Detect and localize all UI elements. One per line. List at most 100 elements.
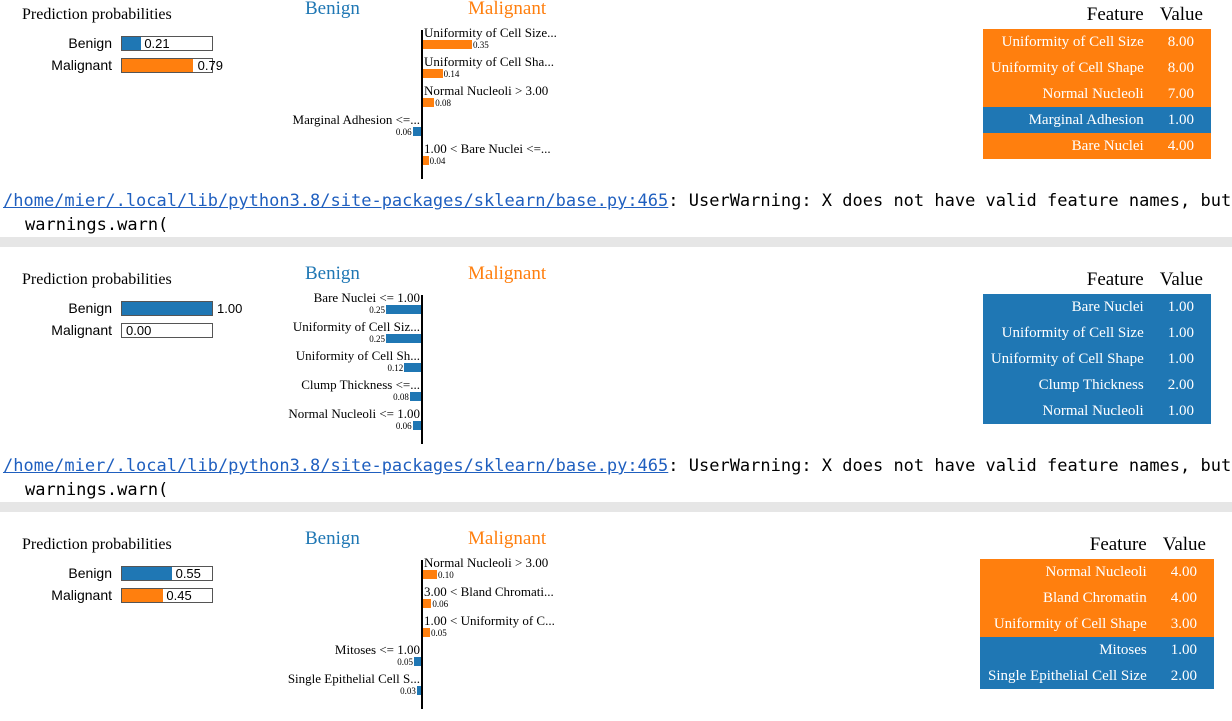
lime-explanation-1: Prediction probabilities Benign 0.21 Malign… bbox=[0, 0, 1232, 179]
negative-class-header: Benign bbox=[305, 0, 360, 19]
table-row: Bare Nuclei 1.00 bbox=[982, 294, 1211, 320]
feature-condition-label: Normal Nucleoli > 3.00 bbox=[424, 555, 549, 570]
feature-condition-label: 1.00 < Bare Nuclei <=... bbox=[424, 141, 551, 156]
feature-value-table: Feature Value Normal Nucleoli 4.00 Bland Chr… bbox=[980, 531, 1214, 689]
proba-label-malignant: Malignant bbox=[51, 322, 112, 338]
weights-axis bbox=[421, 560, 423, 709]
proba-label-malignant: Malignant bbox=[51, 57, 112, 73]
prediction-probabilities-title: Prediction probabilities bbox=[22, 536, 172, 553]
feature-weight-bar bbox=[423, 570, 437, 579]
prediction-probabilities-title: Prediction probabilities bbox=[22, 6, 172, 23]
feature-name-cell: Uniformity of Cell Shape bbox=[993, 615, 1147, 632]
feature-condition-label: Normal Nucleoli > 3.00 bbox=[424, 83, 549, 98]
feature-value-cell: 4.00 bbox=[1167, 137, 1194, 154]
proba-bar-fill bbox=[122, 589, 163, 602]
proba-bar-benign bbox=[121, 301, 213, 316]
feature-value-cell: 4.00 bbox=[1170, 589, 1197, 606]
weights-axis bbox=[421, 30, 423, 179]
proba-bar-fill bbox=[122, 37, 141, 50]
proba-label-benign: Benign bbox=[68, 35, 112, 51]
feature-condition-label: Marginal Adhesion <=... bbox=[292, 112, 420, 127]
warning-file-link[interactable]: /home/mier/.local/lib/python3.8/site-pac… bbox=[3, 191, 669, 211]
feature-value-cell: 1.00 bbox=[1167, 324, 1194, 341]
table-row: Clump Thickness 2.00 bbox=[982, 372, 1211, 398]
feature-weight-value: 0.04 bbox=[429, 156, 446, 166]
proba-label-benign: Benign bbox=[68, 300, 112, 316]
feature-name-cell: Normal Nucleoli bbox=[1045, 563, 1147, 580]
feature-weight-value: 0.08 bbox=[435, 98, 451, 108]
feature-weight-value: 0.14 bbox=[443, 69, 460, 79]
user-warning-1: /home/mier/.local/lib/python3.8/site-pac… bbox=[0, 183, 1232, 237]
warning-text: /home/mier/.local/lib/python3.8/site-pac… bbox=[3, 191, 1232, 211]
lime-explanation-3: Prediction probabilities Benign 0.55 Malign… bbox=[0, 528, 1232, 709]
table-header-row: Feature Value bbox=[983, 266, 1211, 294]
feature-weight-value: 0.25 bbox=[369, 334, 385, 344]
feature-weight-bar bbox=[423, 69, 443, 78]
proba-value: 0.79 bbox=[197, 58, 223, 73]
output-separator bbox=[0, 502, 1232, 512]
feature-weight-bar bbox=[423, 156, 429, 165]
feature-value-cell: 1.00 bbox=[1167, 402, 1194, 419]
feature-weight-value: 0.06 bbox=[395, 421, 412, 431]
feature-value-cell: 1.00 bbox=[1167, 298, 1194, 315]
table-row: Bland Chromatin 4.00 bbox=[980, 585, 1214, 611]
feature-condition-label: Normal Nucleoli <= 1.00 bbox=[288, 406, 420, 421]
table-header-row: Feature Value bbox=[980, 531, 1214, 559]
warning-call: warnings.warn( bbox=[25, 480, 169, 500]
warning-message: : UserWarning: X does not have valid fea… bbox=[668, 191, 1232, 211]
feature-name-cell: Uniformity of Cell Shape bbox=[990, 59, 1144, 76]
feature-weight-bar bbox=[414, 657, 421, 666]
value-column-header: Value bbox=[1159, 4, 1203, 25]
table-row: Normal Nucleoli 1.00 bbox=[982, 398, 1211, 424]
feature-name-cell: Bare Nuclei bbox=[1071, 298, 1144, 315]
table-row: Uniformity of Cell Shape 1.00 bbox=[982, 346, 1211, 372]
output-separator bbox=[0, 237, 1232, 247]
table-row: Single Epithelial Cell Size 2.00 bbox=[980, 663, 1214, 689]
feature-condition-label: Mitoses <= 1.00 bbox=[334, 642, 420, 657]
prediction-probabilities-title: Prediction probabilities bbox=[22, 271, 172, 288]
proba-bar-fill bbox=[122, 567, 172, 580]
proba-bar-benign bbox=[121, 36, 213, 51]
proba-value: 0.55 bbox=[175, 566, 201, 581]
proba-value: 0.21 bbox=[144, 36, 170, 51]
warning-file-link[interactable]: /home/mier/.local/lib/python3.8/site-pac… bbox=[3, 456, 669, 476]
table-row: Uniformity of Cell Shape 8.00 bbox=[982, 55, 1211, 81]
feature-weight-bar bbox=[409, 392, 421, 401]
feature-name-cell: Uniformity of Cell Size bbox=[1001, 324, 1144, 341]
proba-bar-benign bbox=[121, 566, 213, 581]
feature-weight-bar bbox=[404, 363, 421, 372]
feature-name-cell: Bland Chromatin bbox=[1042, 589, 1147, 606]
feature-weight-bar bbox=[386, 305, 421, 314]
positive-class-header: Malignant bbox=[468, 528, 547, 549]
feature-condition-label: Uniformity of Cell Siz... bbox=[292, 319, 420, 334]
feature-weight-value: 0.10 bbox=[438, 570, 454, 580]
feature-weight-value: 0.35 bbox=[473, 40, 489, 50]
feature-condition-label: Single Epithelial Cell S... bbox=[287, 671, 420, 686]
feature-condition-label: Uniformity of Cell Size... bbox=[424, 25, 557, 40]
table-row: Marginal Adhesion 1.00 bbox=[982, 107, 1211, 133]
feature-name-cell: Uniformity of Cell Size bbox=[1001, 33, 1144, 50]
table-row: Normal Nucleoli 7.00 bbox=[982, 81, 1211, 107]
table-row: Uniformity of Cell Size 8.00 bbox=[982, 29, 1211, 55]
feature-weight-bar bbox=[416, 686, 421, 695]
feature-value-cell: 2.00 bbox=[1167, 376, 1194, 393]
feature-name-cell: Normal Nucleoli bbox=[1042, 402, 1144, 419]
proba-value: 0.00 bbox=[126, 323, 152, 338]
feature-weight-value: 0.05 bbox=[431, 628, 447, 638]
negative-class-header: Benign bbox=[305, 263, 360, 284]
feature-weight-value: 0.25 bbox=[369, 305, 385, 315]
table-row: Bare Nuclei 4.00 bbox=[982, 133, 1211, 159]
feature-weight-bar bbox=[386, 334, 421, 343]
feature-weight-value: 0.06 bbox=[432, 599, 449, 609]
feature-weight-bar bbox=[423, 628, 430, 637]
positive-class-header: Malignant bbox=[468, 263, 547, 284]
feature-value-cell: 2.00 bbox=[1170, 667, 1197, 684]
feature-name-cell: Normal Nucleoli bbox=[1042, 85, 1144, 102]
feature-condition-label: 3.00 < Bland Chromati... bbox=[424, 584, 554, 599]
proba-bar-malignant bbox=[121, 323, 213, 338]
feature-condition-label: 1.00 < Uniformity of C... bbox=[424, 613, 555, 628]
value-column-header: Value bbox=[1162, 534, 1206, 555]
feature-weight-value: 0.03 bbox=[400, 686, 416, 696]
feature-value-table: Feature Value Bare Nuclei 1.00 Uniformity of… bbox=[982, 266, 1211, 424]
feature-value-cell: 1.00 bbox=[1167, 350, 1194, 367]
